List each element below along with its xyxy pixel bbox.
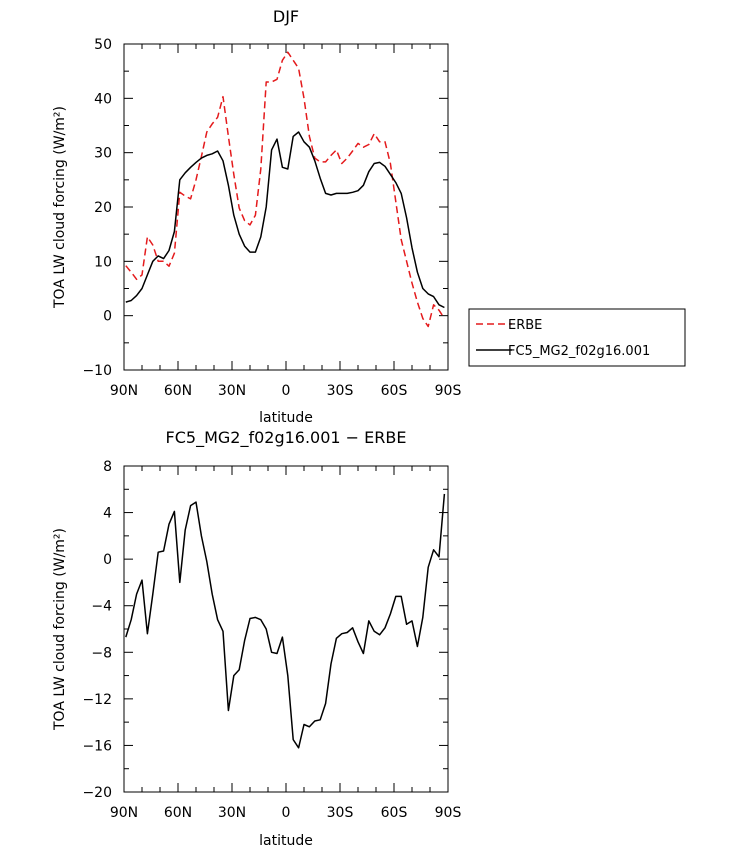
panel1-xtick-label: 30N bbox=[218, 383, 246, 399]
panel1-xtick-label: 60N bbox=[164, 383, 192, 399]
panel2-xtick-label: 60S bbox=[381, 805, 408, 821]
panel1-ytick-label: 50 bbox=[94, 37, 112, 53]
panel1-xtick-label: 30S bbox=[327, 383, 354, 399]
panel2-series-line-fc5-mg2-f02g16-001-erbe bbox=[125, 493, 446, 749]
panel1-ytick-label: −10 bbox=[82, 363, 112, 379]
panel1-xtick-label: 90N bbox=[110, 383, 138, 399]
panel2-ytick-label: −4 bbox=[91, 599, 112, 615]
panel2-ytick-label: 4 bbox=[103, 506, 112, 522]
panel1-ytick-label: 20 bbox=[94, 200, 112, 216]
legend-box bbox=[468, 308, 686, 367]
panel1-xlabel: latitude bbox=[259, 410, 313, 426]
legend-model-label: FC5_MG2_f02g16.001 bbox=[508, 344, 650, 359]
legend: ERBE FC5_MG2_f02g16.001 bbox=[468, 308, 686, 367]
panel1-ytick-label: 10 bbox=[94, 254, 112, 270]
panel2-xtick-label: 90N bbox=[110, 805, 138, 821]
panel2-frame bbox=[123, 465, 449, 793]
panel2-xtick-label: 60N bbox=[164, 805, 192, 821]
panel2-ylabel: TOA LW cloud forcing (W/m²) bbox=[52, 528, 68, 731]
panel2-ytick-label: −20 bbox=[82, 785, 112, 801]
panel2-xtick-label: 90S bbox=[435, 805, 462, 821]
panel1-series-line-erbe bbox=[125, 51, 446, 328]
panel1-ylabel: TOA LW cloud forcing (W/m²) bbox=[52, 106, 68, 309]
panel2-title: FC5_MG2_f02g16.001 − ERBE bbox=[166, 428, 407, 448]
panel1-ytick-label: 30 bbox=[94, 146, 112, 162]
panel-djf: DJF −10 0 10 20 30 40 50 90N 60N 30N 0 30S 60S 90S la… bbox=[52, 7, 686, 426]
legend-erbe-label: ERBE bbox=[508, 318, 542, 333]
panel2-ytick-label: 0 bbox=[103, 552, 112, 568]
panel1-series-line-fc5-mg2-f02g16-001 bbox=[125, 131, 445, 309]
panel2-xtick-label: 30N bbox=[218, 805, 246, 821]
panel1-ytick-label: 0 bbox=[103, 309, 112, 325]
panel1-xtick-label: 90S bbox=[435, 383, 462, 399]
panel1-ytick-label: 40 bbox=[94, 91, 112, 107]
panel1-xtick-label: 60S bbox=[381, 383, 408, 399]
panel1-title: DJF bbox=[273, 7, 299, 26]
panel2-xtick-label: 0 bbox=[282, 805, 291, 821]
panel2-ytick-label: −12 bbox=[82, 692, 112, 708]
panel2-xtick-label: 30S bbox=[327, 805, 354, 821]
panel-difference: FC5_MG2_f02g16.001 − ERBE −20 −16 −12 −8 −4 0… bbox=[52, 428, 461, 849]
panel1-frame bbox=[123, 43, 449, 371]
panel2-ytick-label: −8 bbox=[91, 645, 112, 661]
panel2-ytick-label: −16 bbox=[82, 738, 112, 754]
panel2-xlabel: latitude bbox=[259, 833, 313, 849]
panel2-ytick-label: 8 bbox=[103, 459, 112, 475]
panel1-xtick-label: 0 bbox=[282, 383, 291, 399]
